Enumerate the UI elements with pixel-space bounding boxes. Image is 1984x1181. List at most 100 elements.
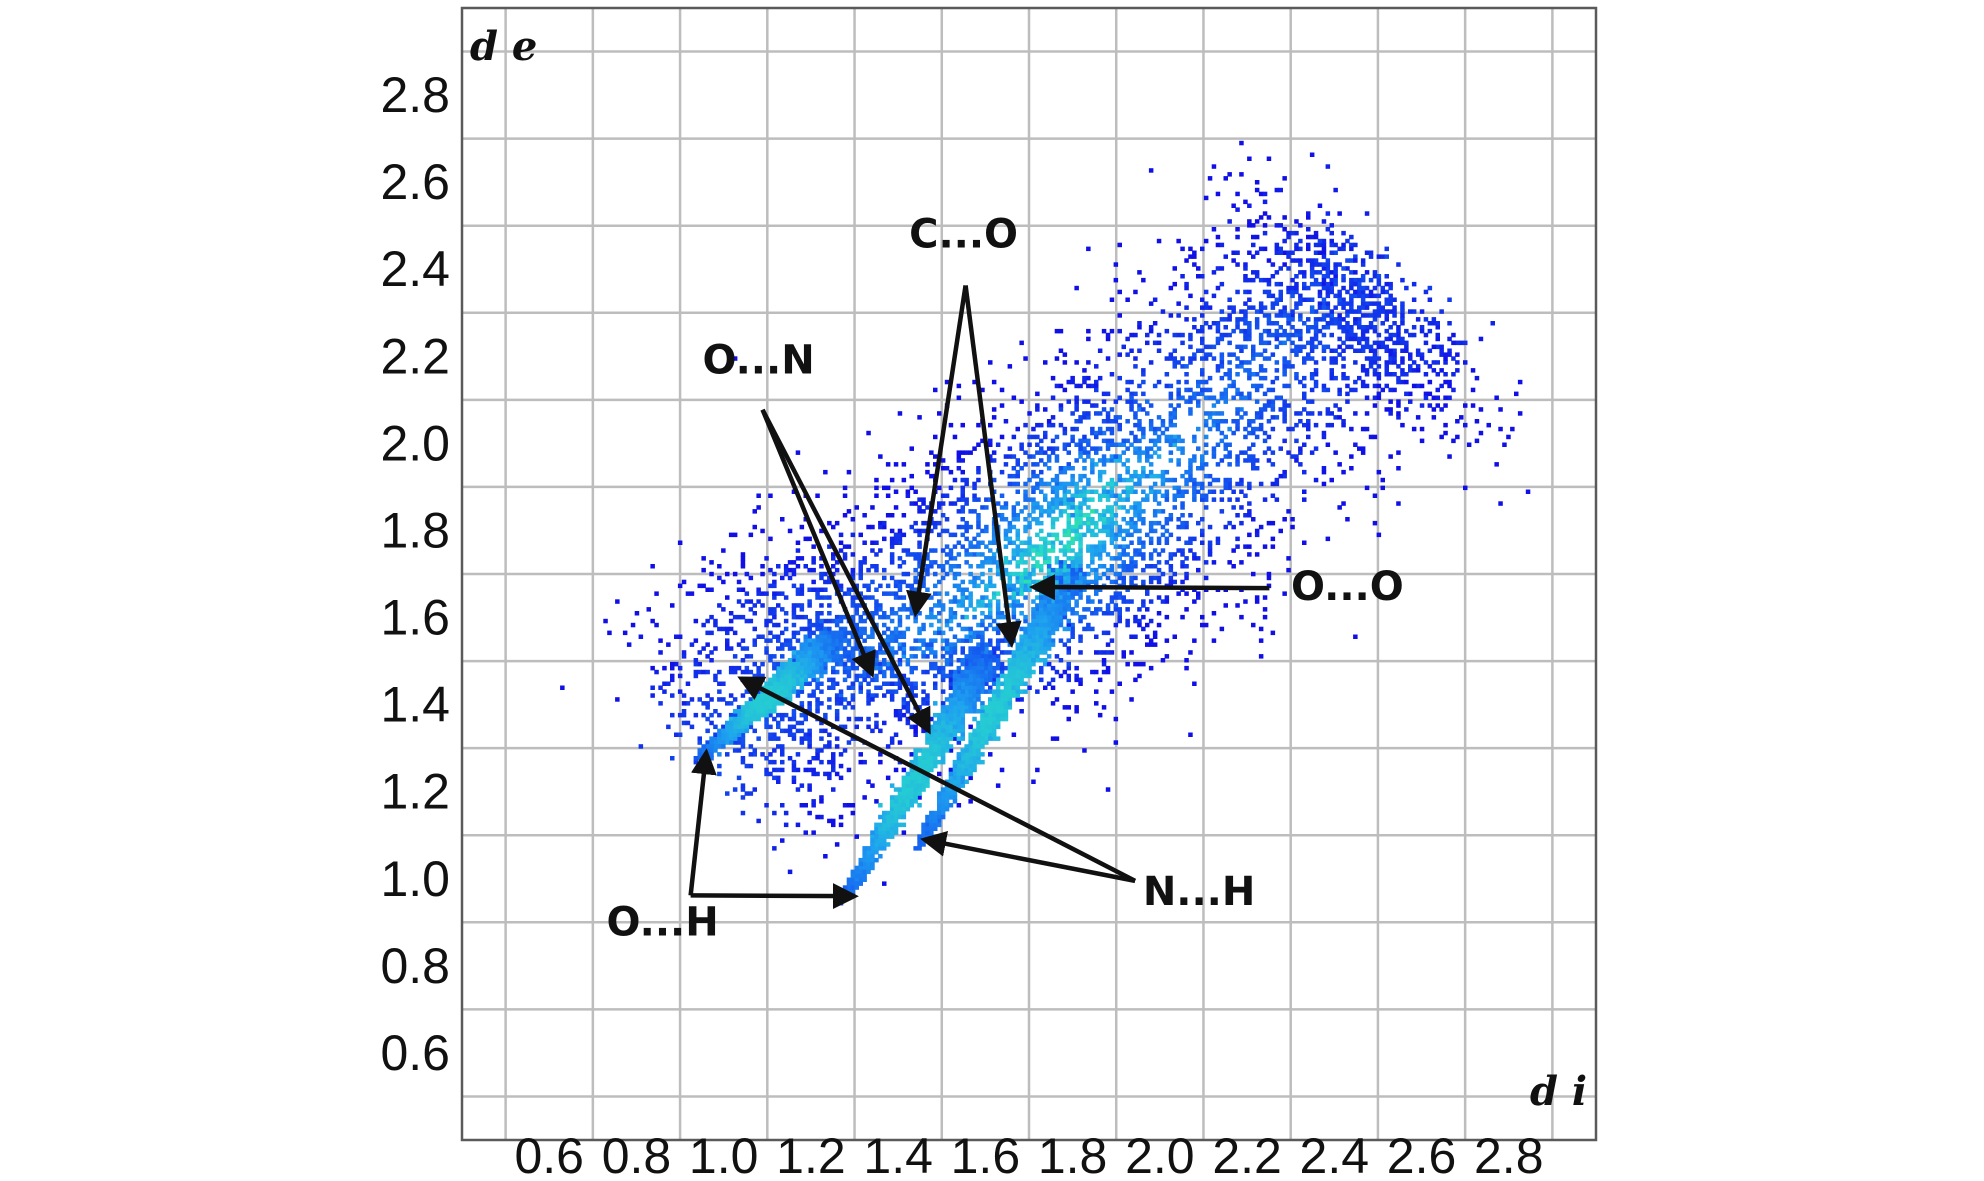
density-cell xyxy=(795,540,801,545)
density-cell xyxy=(1443,430,1448,436)
density-cell xyxy=(752,524,757,530)
density-cell xyxy=(650,685,655,690)
density-cell xyxy=(1254,434,1260,440)
density-cell xyxy=(885,626,891,632)
density-cell xyxy=(1105,532,1111,538)
density-cell xyxy=(1109,520,1115,526)
density-cell xyxy=(1196,348,1201,353)
density-cell xyxy=(1062,560,1068,565)
density-cell xyxy=(827,575,832,581)
density-cell xyxy=(850,803,856,808)
density-cell xyxy=(1282,517,1287,522)
density-cell xyxy=(1043,544,1048,549)
density-cell xyxy=(1439,434,1444,440)
density-cell xyxy=(1015,658,1020,663)
density-cell xyxy=(999,712,1005,718)
density-cell xyxy=(1129,430,1134,436)
density-cell xyxy=(1227,442,1232,447)
density-cell xyxy=(1023,497,1028,502)
density-cell xyxy=(1211,164,1217,169)
density-cell xyxy=(1251,223,1256,228)
density-cell xyxy=(1062,352,1068,357)
density-cell xyxy=(1353,254,1358,259)
density-cell xyxy=(1011,732,1017,737)
density-cell xyxy=(1050,501,1056,506)
density-cell xyxy=(1152,528,1158,534)
density-cell xyxy=(1097,348,1103,353)
density-cell xyxy=(756,673,761,679)
density-cell xyxy=(1415,364,1421,369)
density-cell xyxy=(787,669,793,675)
density-cell xyxy=(988,560,993,565)
density-cell xyxy=(870,626,875,632)
density-cell xyxy=(952,681,958,686)
density-cell xyxy=(803,669,808,675)
density-cell xyxy=(1431,360,1437,365)
density-cell xyxy=(909,524,914,530)
density-cell xyxy=(1313,242,1319,248)
density-cell xyxy=(1372,403,1378,408)
density-cell xyxy=(1262,356,1268,361)
density-cell xyxy=(1392,309,1397,314)
density-cell xyxy=(968,775,973,781)
density-cell xyxy=(878,803,883,808)
density-cell xyxy=(1090,466,1095,471)
density-cell xyxy=(1325,305,1331,310)
density-cell xyxy=(1066,540,1071,545)
density-cell xyxy=(1278,187,1283,193)
density-cell xyxy=(1341,285,1346,291)
density-cell xyxy=(1254,532,1260,538)
density-cell xyxy=(1058,407,1064,412)
density-cell xyxy=(944,552,950,557)
density-cell xyxy=(1364,301,1370,306)
density-cell xyxy=(1023,595,1028,600)
density-cell xyxy=(1105,524,1111,530)
density-cell xyxy=(1384,281,1389,287)
density-cell xyxy=(842,556,848,561)
density-cell xyxy=(968,603,973,608)
density-cell xyxy=(1074,611,1079,616)
density-cell xyxy=(717,763,722,769)
density-cell xyxy=(1097,528,1103,534)
density-cell xyxy=(1019,548,1024,553)
density-cell xyxy=(713,677,718,683)
density-cell xyxy=(1046,614,1052,620)
density-cell xyxy=(827,775,832,781)
density-cell xyxy=(1078,450,1083,455)
density-cell xyxy=(917,626,922,632)
density-cell xyxy=(1345,332,1350,338)
density-cell xyxy=(1070,524,1075,530)
density-cell xyxy=(1094,403,1099,408)
density-cell xyxy=(988,567,993,573)
density-cell xyxy=(713,622,718,628)
density-cell xyxy=(1360,297,1366,302)
density-cell xyxy=(1054,603,1060,608)
density-cell xyxy=(1404,285,1409,291)
density-cell xyxy=(811,665,816,671)
density-cell xyxy=(1031,556,1036,561)
density-cell xyxy=(1066,481,1071,487)
density-cell xyxy=(1262,403,1268,408)
density-cell xyxy=(1117,328,1122,334)
density-cell xyxy=(827,654,832,659)
density-cell xyxy=(1023,489,1028,494)
density-cell xyxy=(1137,481,1142,487)
density-cell xyxy=(1376,391,1382,397)
density-cell xyxy=(1035,544,1040,549)
density-cell xyxy=(705,654,710,659)
density-cell xyxy=(1207,426,1213,432)
density-cell xyxy=(893,505,899,510)
density-cell xyxy=(988,642,993,647)
density-cell xyxy=(870,854,875,859)
density-cell xyxy=(1203,505,1209,510)
density-cell xyxy=(960,716,965,722)
density-cell xyxy=(1188,360,1193,365)
density-cell xyxy=(921,583,926,589)
density-cell xyxy=(925,669,930,675)
density-cell xyxy=(736,740,742,745)
density-cell xyxy=(701,556,706,561)
density-cell xyxy=(732,740,738,745)
density-cell xyxy=(897,579,903,585)
density-cell xyxy=(736,579,742,585)
density-cell xyxy=(1109,458,1115,463)
